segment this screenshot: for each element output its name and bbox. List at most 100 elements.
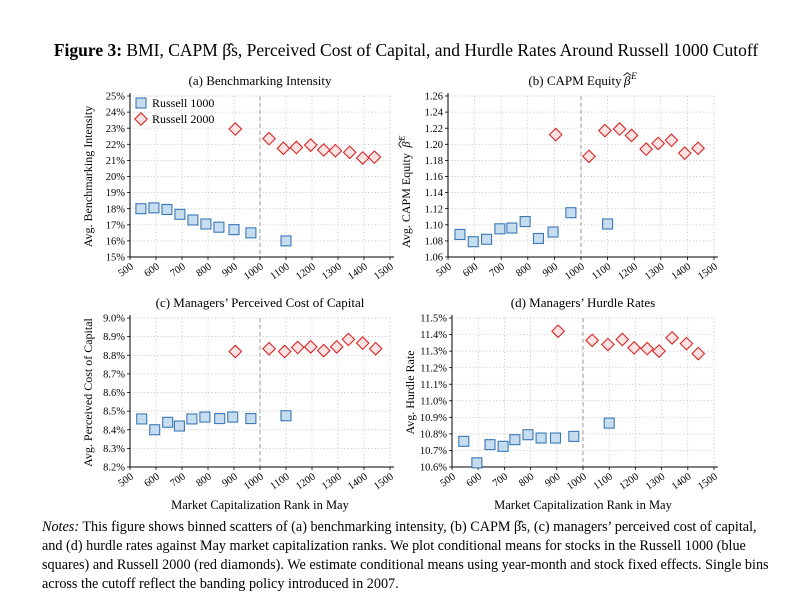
x-tick-label: 1400 <box>670 261 694 282</box>
r1000-point <box>149 424 161 436</box>
r2000-point <box>612 122 627 136</box>
series-russell-1000 <box>458 417 615 469</box>
r1000-point <box>522 429 534 441</box>
x-tick-label: 1400 <box>670 471 694 492</box>
y-tick-label: 11.2% <box>420 363 447 374</box>
r1000-point <box>467 236 479 248</box>
r2000-point <box>615 332 630 347</box>
r1000-point <box>162 416 174 428</box>
y-tick-label: 10.7% <box>420 446 447 457</box>
chart-panel-b: 1.06 1.08 1.10 1.12 1.14 1.16 1.18 1.20 1.22 1.24… <box>397 72 720 283</box>
x-tick-label: 500 <box>117 471 136 489</box>
x-tick-label: 1500 <box>696 261 720 282</box>
r2000-point <box>368 341 383 356</box>
y-axis-label-beta-hat <box>398 139 402 149</box>
figure-title: Figure 3: BMI, CAPM β̂s, Perceived Cost … <box>0 40 812 61</box>
r2000-point <box>277 344 292 359</box>
x-tick-label: 800 <box>514 261 533 279</box>
panel-title-beta-hat <box>623 72 632 76</box>
r1000-point <box>280 235 292 247</box>
x-tick-label: 1300 <box>644 471 668 492</box>
notes-text: This figure shows binned scatters of (a)… <box>42 519 769 592</box>
legend-r1000-label: Russell 1000 <box>152 96 214 110</box>
y-axis-label: Avg. Benchmarking Intensity <box>81 106 95 247</box>
r1000-point <box>509 434 521 446</box>
legend-r1000-marker <box>135 97 147 109</box>
series-russell-2000 <box>551 324 706 361</box>
r2000-point <box>585 333 600 348</box>
series-russell-2000 <box>228 122 382 165</box>
notes-label: Notes: <box>42 519 80 535</box>
y-tick-label: 1.14 <box>425 188 444 199</box>
y-tick-label: 10.6% <box>420 463 447 474</box>
x-tick-label: 1300 <box>643 261 667 282</box>
r1000-point <box>532 232 544 245</box>
r2000-point <box>677 146 692 161</box>
r1000-point <box>186 413 198 425</box>
panel-title: (a) Benchmarking Intensity <box>189 73 332 88</box>
legend-r2000-label: Russell 2000 <box>152 112 214 126</box>
x-tick-label: 1500 <box>372 471 396 492</box>
x-tick-label: 500 <box>117 261 136 279</box>
series-russell-2000 <box>548 122 706 164</box>
y-axis-label-beta: βE <box>397 135 413 149</box>
x-tick-label: 1300 <box>320 261 344 282</box>
series-russell-1000 <box>135 202 292 247</box>
r2000-point <box>289 140 304 155</box>
y-tick-label: 11.0% <box>420 396 447 407</box>
x-tick-label: 1000 <box>565 471 589 492</box>
x-tick-label: 800 <box>195 261 214 279</box>
y-tick-label: 21% <box>106 156 126 167</box>
y-tick-label: 8.7% <box>103 369 125 380</box>
r1000-point <box>199 411 211 423</box>
figure-label: Figure 3: <box>53 40 123 60</box>
r2000-point <box>276 141 291 156</box>
y-axis-label-text: Avg. CAPM Equity <box>399 153 413 248</box>
r2000-point <box>551 324 566 339</box>
y-tick-label: 8.4% <box>103 425 125 436</box>
panel-title: (b) CAPM Equity <box>528 73 622 88</box>
x-tick-label: 1100 <box>269 261 292 282</box>
chart-panel-a: 15% 16% 17% 18% 19% 20% 21% 22% 23% 24% 25% 500 600 7… <box>81 73 396 283</box>
r1000-point <box>568 430 580 442</box>
y-tick-label: 1.08 <box>425 237 443 248</box>
y-tick-label: 11.5% <box>420 314 447 325</box>
y-tick-label: 8.8% <box>103 351 125 362</box>
y-axis-label: Avg. CAPM Equity βE <box>397 135 413 248</box>
r1000-point <box>506 222 518 234</box>
r1000-point <box>494 223 506 235</box>
r1000-point <box>135 203 147 215</box>
r1000-point <box>519 216 531 228</box>
y-tick-label: 20% <box>106 172 126 183</box>
r2000-point <box>228 344 243 359</box>
r2000-point <box>316 142 331 157</box>
y-axis-label-beta-text: β <box>399 142 413 149</box>
r2000-point <box>597 123 612 138</box>
y-tick-label: 11.3% <box>420 347 447 358</box>
x-tick-label: 1400 <box>346 471 370 492</box>
panel-title-beta-superscript: E <box>630 72 637 82</box>
r1000-point <box>602 218 614 230</box>
r1000-point <box>484 439 496 451</box>
y-tick-label: 11.1% <box>420 380 447 391</box>
x-tick-label: 1100 <box>590 261 613 282</box>
x-tick-label: 900 <box>221 471 240 489</box>
r1000-point <box>187 214 199 226</box>
y-tick-label: 9.0% <box>103 314 125 325</box>
r2000-point <box>316 343 331 358</box>
x-tick-label: 1200 <box>294 261 318 282</box>
x-tick-label: 1200 <box>616 261 640 282</box>
r1000-point <box>214 413 226 425</box>
r2000-point <box>290 340 305 355</box>
chart-panel-d: 10.6% 10.7% 10.8% 10.9% 11.0% 11.1% 11.2% 11.3%… <box>403 295 720 512</box>
r1000-point <box>213 221 225 233</box>
r1000-point <box>200 218 212 230</box>
figure-notes: Notes: This figure shows binned scatters… <box>42 518 772 594</box>
r2000-point <box>367 150 382 165</box>
r1000-point <box>245 413 257 425</box>
x-tick-label: 1500 <box>696 471 720 492</box>
x-tick-label: 1200 <box>294 471 318 492</box>
x-tick-label: 1300 <box>320 471 344 492</box>
x-tick-label: 800 <box>517 471 536 489</box>
